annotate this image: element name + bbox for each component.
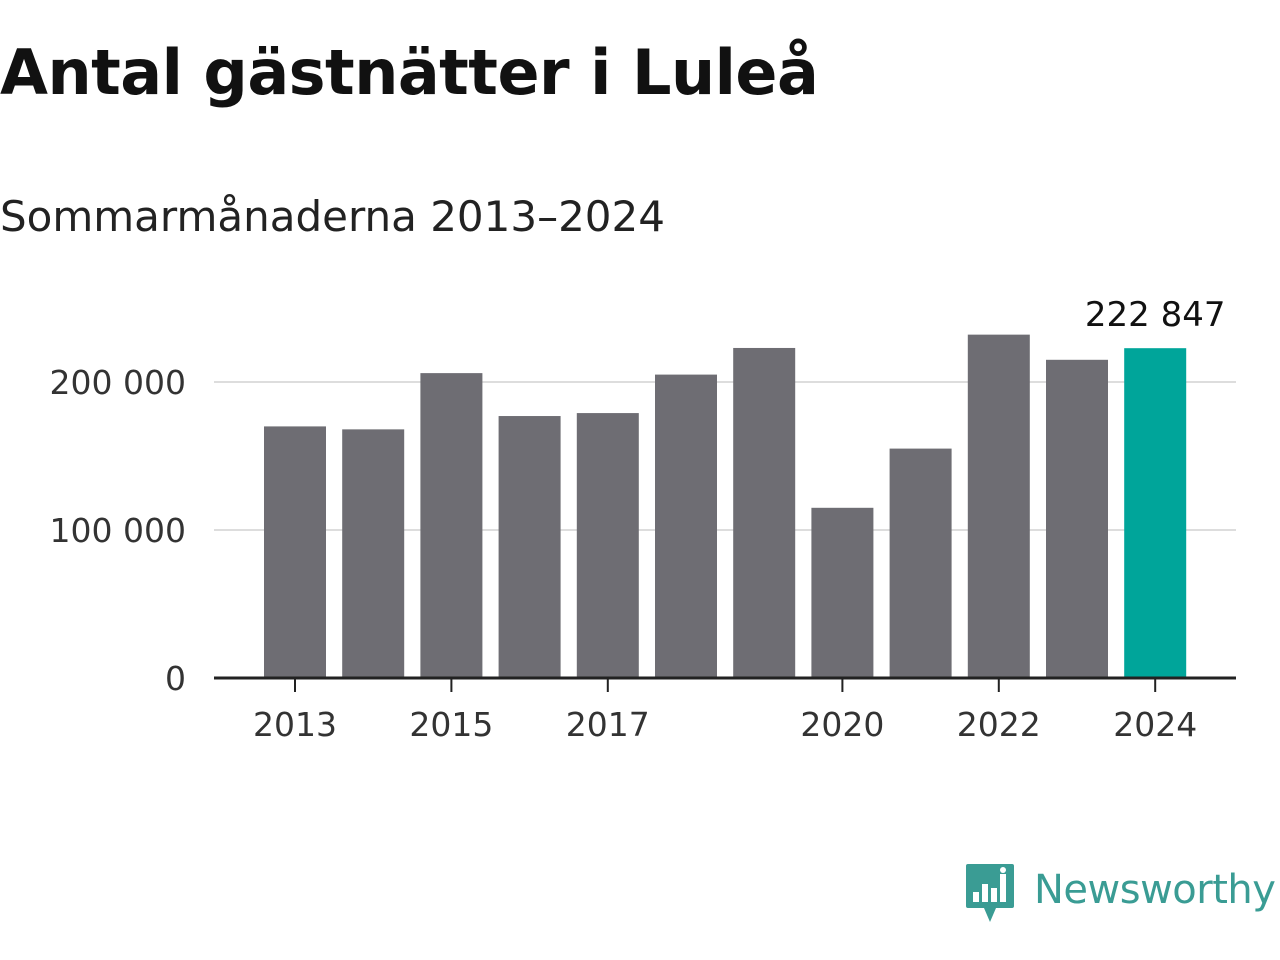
x-axis: [214, 676, 1236, 692]
chart-subtitle: Sommarmånaderna 2013–2024: [0, 192, 665, 241]
bar-2013: [264, 426, 326, 678]
logo-text: Newsworthy: [1034, 867, 1276, 913]
chart-title: Antal gästnätter i Luleå: [0, 36, 819, 109]
data-label-2024: 222 847: [1085, 295, 1226, 335]
bar-2014: [342, 429, 405, 678]
y-tick-label: 100 000: [50, 511, 186, 550]
y-tick-label: 0: [165, 659, 186, 698]
x-tick-label: 2022: [957, 705, 1041, 744]
y-tick-label: 200 000: [50, 363, 186, 402]
bar-2016: [498, 416, 561, 678]
x-tick-label: 2024: [1113, 705, 1197, 744]
tick-labels: 0 100 000 200 000 222 847 2013 2015 2017 2020 20…: [50, 295, 1226, 744]
bar-2020: [811, 507, 874, 678]
bar-2017: [576, 413, 639, 678]
bar-2019: [733, 347, 796, 678]
x-tick-label: 2013: [253, 705, 337, 744]
bars: [264, 334, 1187, 678]
bar-2022: [967, 334, 1030, 678]
bar-2024: [1124, 348, 1187, 678]
bar-2015: [420, 373, 483, 678]
newsworthy-logo: Newsworthy: [964, 862, 1276, 926]
bar-chart-speech-bubble-icon: [966, 864, 1014, 922]
x-tick-label: 2017: [566, 705, 650, 744]
bar-2023: [1046, 359, 1108, 678]
x-tick-label: 2015: [409, 705, 493, 744]
x-tick-label: 2020: [800, 705, 884, 744]
bar-2021: [889, 448, 952, 678]
bar-2018: [655, 374, 717, 678]
